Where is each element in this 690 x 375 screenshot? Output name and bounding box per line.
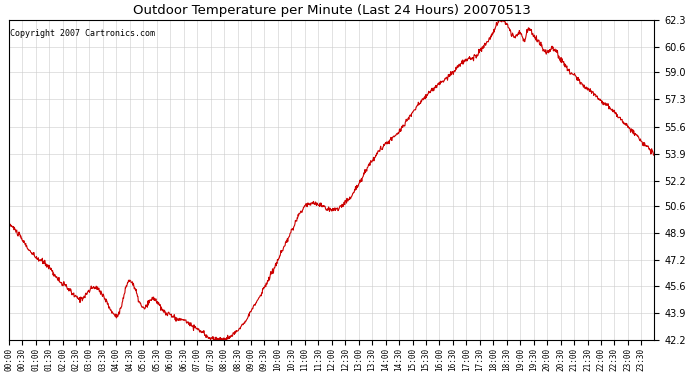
Text: Copyright 2007 Cartronics.com: Copyright 2007 Cartronics.com: [10, 29, 155, 38]
Title: Outdoor Temperature per Minute (Last 24 Hours) 20070513: Outdoor Temperature per Minute (Last 24 …: [132, 4, 531, 17]
